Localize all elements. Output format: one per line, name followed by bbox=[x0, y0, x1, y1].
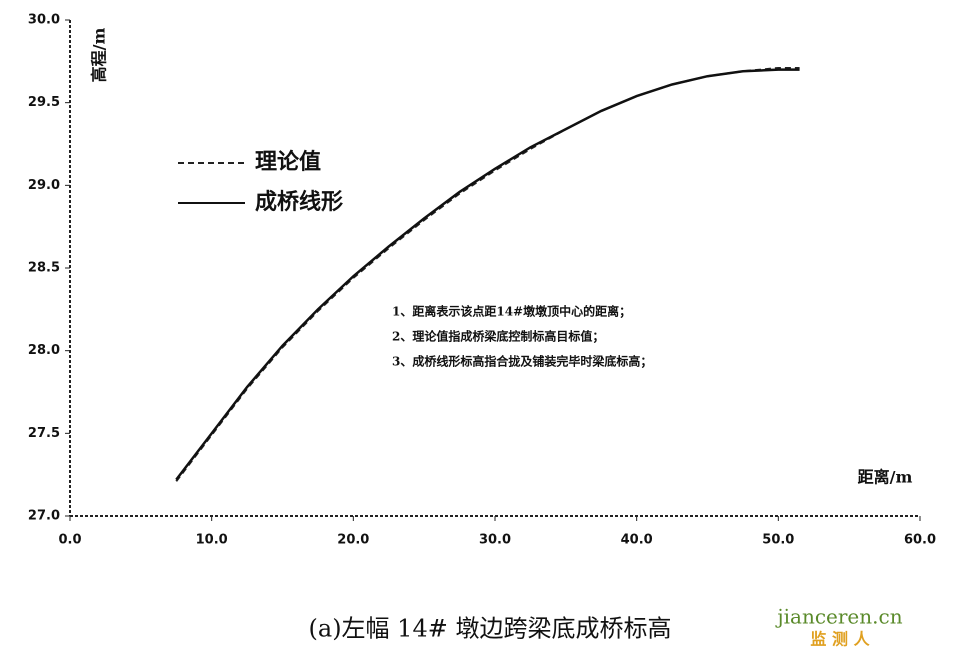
legend-label: 成桥线形 bbox=[255, 189, 343, 215]
legend-label: 理论值 bbox=[255, 149, 321, 175]
x-axis-label: 距离/m bbox=[858, 468, 913, 487]
x-tick-label: 40.0 bbox=[621, 533, 653, 548]
x-tick-label: 20.0 bbox=[337, 533, 369, 548]
y-tick-label: 28.5 bbox=[28, 261, 60, 276]
y-tick-label: 28.0 bbox=[28, 343, 60, 358]
x-tick-label: 60.0 bbox=[904, 533, 936, 548]
watermark: jianceren.cn bbox=[775, 605, 902, 629]
series-line bbox=[175, 68, 800, 481]
x-tick-label: 0.0 bbox=[58, 533, 81, 548]
caption: (a)左幅 14# 墩边跨梁底成桥标高 bbox=[309, 615, 672, 643]
x-tick-label: 30.0 bbox=[479, 533, 511, 548]
y-tick-label: 27.0 bbox=[28, 509, 60, 524]
y-tick-label: 27.5 bbox=[28, 426, 60, 441]
y-tick-label: 30.0 bbox=[28, 13, 60, 28]
x-tick-label: 50.0 bbox=[762, 533, 794, 548]
note: 2、理论值指成桥梁底控制标高目标值； bbox=[392, 329, 604, 344]
y-axis-label: 高程/m bbox=[90, 28, 109, 83]
x-tick-label: 10.0 bbox=[196, 533, 228, 548]
series-line bbox=[175, 66, 800, 482]
note: 1、距离表示该点距14#墩墩顶中心的距离； bbox=[392, 304, 631, 319]
watermark: 监 测 人 bbox=[810, 630, 870, 649]
y-tick-label: 29.0 bbox=[28, 178, 60, 193]
note: 3、成桥线形标高指合拢及铺装完毕时梁底标高； bbox=[392, 354, 652, 369]
y-tick-label: 29.5 bbox=[28, 95, 60, 110]
